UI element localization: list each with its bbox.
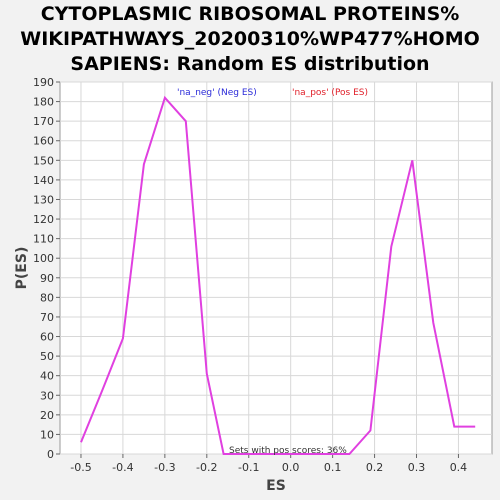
- y-tick-label: 90: [40, 272, 54, 285]
- y-axis: 0 10 20 30 40 50 60 70 80 90 100 110 120 130 140 150 160…: [33, 76, 60, 461]
- y-tick-label: 190: [33, 76, 54, 89]
- y-tick-label: 170: [33, 115, 54, 128]
- y-tick-label: 130: [33, 193, 54, 206]
- grid-lines: [60, 81, 492, 455]
- x-tick-label: 0.1: [324, 461, 342, 474]
- x-tick-label: -0.1: [238, 461, 259, 474]
- y-tick-label: 20: [40, 409, 54, 422]
- y-tick-label: 60: [40, 331, 54, 344]
- series-line: [80, 95, 476, 455]
- y-axis-title: P(ES): [14, 247, 30, 290]
- x-axis-title: ES: [266, 478, 286, 494]
- y-tick-label: 0: [47, 448, 54, 461]
- y-tick-label: 140: [33, 174, 54, 187]
- y-tick-label: 80: [40, 291, 54, 304]
- y-tick-label: 40: [40, 370, 54, 383]
- y-tick-label: 110: [33, 233, 54, 246]
- x-tick-label: -0.2: [196, 461, 217, 474]
- x-tick-label: 0.4: [450, 461, 468, 474]
- pos-scores-annotation: Sets with pos scores: 36%: [229, 446, 347, 456]
- x-axis: -0.5 -0.4 -0.3 -0.2 -0.1 0.0 0.1 0.2 0.3 0.4: [70, 454, 467, 474]
- y-tick-label: 30: [40, 389, 54, 402]
- legend-neg-entry: 'na_neg' (Neg ES): [177, 88, 257, 98]
- y-tick-label: 70: [40, 311, 54, 324]
- x-tick-label: 0.3: [408, 461, 426, 474]
- x-tick-label: -0.4: [112, 461, 133, 474]
- y-tick-label: 180: [33, 96, 54, 109]
- title-line-3: SAPIENS: Random ES distribution: [70, 53, 430, 75]
- x-tick-label: -0.5: [70, 461, 91, 474]
- y-tick-label: 160: [33, 135, 54, 148]
- y-tick-label: 150: [33, 154, 54, 167]
- x-tick-label: 0.2: [366, 461, 384, 474]
- legend-pos-entry: 'na_pos' (Pos ES): [292, 88, 368, 98]
- y-tick-label: 100: [33, 252, 54, 265]
- chart-title: CYTOPLASMIC RIBOSOMAL PROTEINS% WIKIPATH…: [0, 2, 500, 77]
- y-tick-label: 10: [40, 428, 54, 441]
- y-tick-label: 120: [33, 213, 54, 226]
- x-tick-label: 0.0: [282, 461, 300, 474]
- y-tick-label: 50: [40, 350, 54, 363]
- title-line-1: CYTOPLASMIC RIBOSOMAL PROTEINS%: [40, 3, 460, 25]
- x-tick-label: -0.3: [154, 461, 175, 474]
- title-line-2: WIKIPATHWAYS_20200310%WP477%HOMO: [20, 28, 480, 50]
